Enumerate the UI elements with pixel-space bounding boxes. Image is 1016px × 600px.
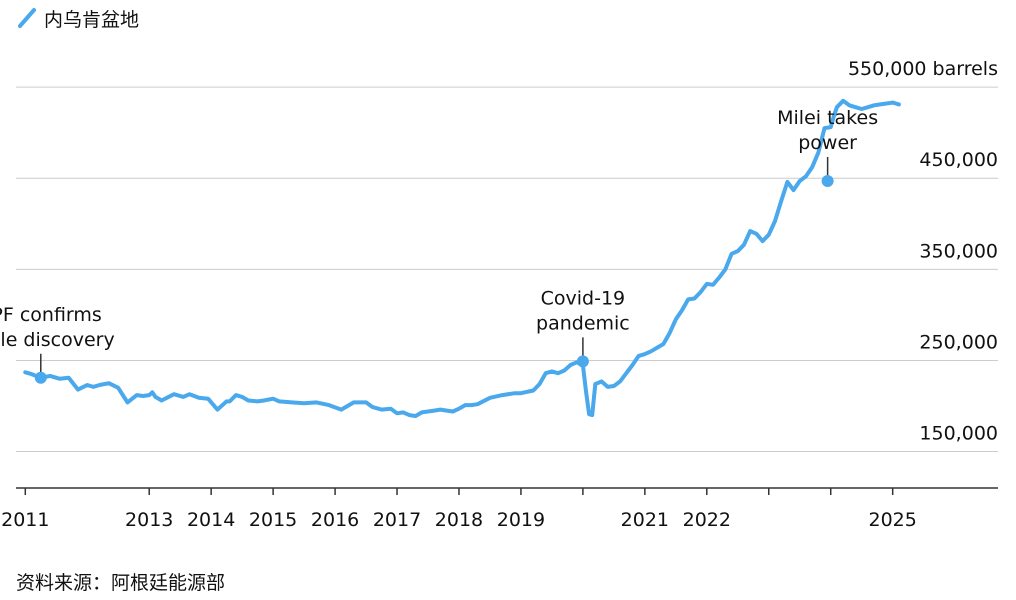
x-tick-label: 2017 <box>373 509 421 531</box>
y-tick-label: 550,000 barrels <box>848 58 998 80</box>
legend-label: 内乌肯盆地 <box>44 8 140 31</box>
annotations: YPF confirms shale discovery Covid-19 pande… <box>0 107 878 384</box>
legend: 内乌肯盆地 <box>16 4 139 32</box>
x-axis <box>16 487 998 495</box>
x-tick-label: 2015 <box>249 509 297 531</box>
y-tick-label: 150,000 <box>919 423 998 445</box>
annotation-dot <box>576 355 589 368</box>
annotation-label: power <box>798 132 857 154</box>
x-tick-label: 2022 <box>683 509 731 531</box>
series-layer <box>23 98 901 418</box>
x-tick-label: 2021 <box>621 509 669 531</box>
y-tick-label: 250,000 <box>919 331 998 353</box>
gridlines <box>16 86 998 453</box>
annotation-label: YPF confirms <box>0 304 102 326</box>
x-tick-label: 2013 <box>125 509 173 531</box>
x-tick-label: 2025 <box>868 509 916 531</box>
annotation-label: Milei takes <box>777 107 878 129</box>
x-tick-label: 2016 <box>311 509 359 531</box>
annotation-label: Covid-19 <box>541 287 626 309</box>
y-tick-label: 450,000 <box>919 149 998 171</box>
series-line <box>23 98 901 418</box>
line-chart: YPF confirms shale discovery Covid-19 pande… <box>0 58 998 531</box>
annotation-label: shale discovery <box>0 329 115 351</box>
x-tick-label: 2011 <box>1 509 49 531</box>
annotation-dot <box>34 371 47 384</box>
annotation-label: pandemic <box>536 312 630 334</box>
x-tick-label: 2018 <box>435 509 483 531</box>
annotation-dot <box>821 174 834 187</box>
x-tick-label: 2019 <box>497 509 545 531</box>
tick-labels: 150,000 250,000 350,000 450,000 550,000 barr… <box>1 58 998 531</box>
y-tick-label: 350,000 <box>919 240 998 262</box>
legend-swatch-line-icon <box>18 8 36 28</box>
x-tick-label: 2014 <box>187 509 235 531</box>
source-note: 资料来源：阿根廷能源部 <box>16 572 226 594</box>
